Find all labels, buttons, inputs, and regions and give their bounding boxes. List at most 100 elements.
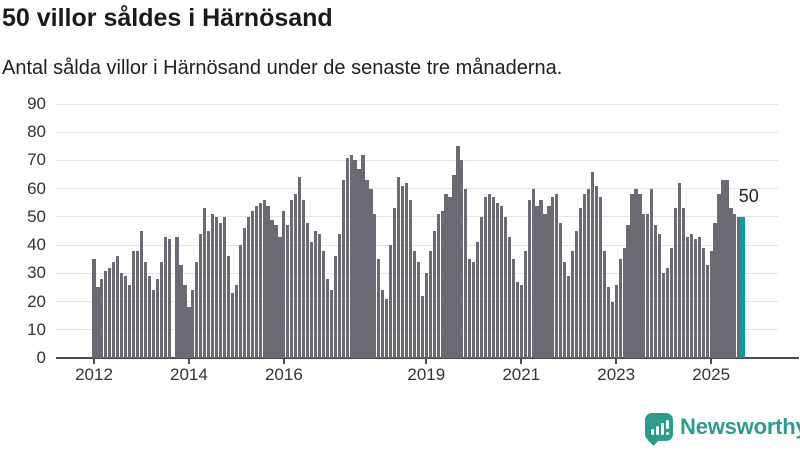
bar [499,205,504,358]
bar [218,222,223,358]
bar [298,177,302,358]
bar [393,208,397,358]
bar [658,233,662,358]
bar [563,262,567,358]
bar [606,287,610,358]
bar [187,307,191,358]
bar [646,214,650,358]
bar [614,284,618,358]
bar [527,199,531,358]
bar [729,208,733,358]
bar [333,256,337,358]
bar [361,154,365,358]
bar [673,208,678,358]
bar [92,259,96,358]
bar [404,183,409,358]
bar [357,168,361,358]
bar [650,188,654,358]
bar [306,222,310,358]
y-axis-tick-label: 90 [27,94,46,114]
bar [211,214,215,358]
bar [567,276,571,358]
x-axis-tick-mark [710,359,713,364]
bar [258,202,262,358]
bar [622,247,626,358]
bar [128,284,132,358]
bar [226,256,231,358]
bar [491,197,496,358]
bar [444,194,448,358]
bar [610,301,614,358]
bar [452,174,456,358]
bar [345,157,349,358]
bar [634,188,638,358]
y-axis-tick-label: 80 [27,122,46,142]
gridline [56,244,778,246]
newsworthy-logo: Newsworthy [645,411,800,446]
bar [725,180,729,358]
y-axis-tick-label: 50 [27,206,46,226]
bar [543,214,547,358]
bar [507,236,511,358]
bar [116,256,120,358]
bar [669,247,674,358]
x-axis-tick-label: 2016 [264,365,303,384]
bar [626,225,630,358]
bar [349,154,353,358]
bar [697,236,701,358]
y-axis-tick-label: 10 [27,319,46,339]
bar [179,264,183,358]
bar [373,214,377,358]
bar [488,194,492,358]
bar [515,281,519,358]
bar [96,287,100,358]
bar [282,211,286,358]
gridline [56,159,778,161]
bar [329,290,333,358]
x-axis-tick-mark [425,359,428,364]
bar [353,160,357,358]
bar [440,211,444,358]
bar [416,262,420,358]
newsworthy-bubble-chart-icon [645,413,673,446]
bar [654,225,658,358]
x-axis-tick-label: 2012 [75,365,113,384]
bar [717,194,721,358]
bar [290,199,294,358]
bar [389,245,393,358]
bar [321,250,326,358]
bar [147,276,151,358]
bar [420,295,424,358]
bar [539,199,543,358]
bar [511,259,515,358]
bar [709,250,713,358]
bar [460,160,464,358]
bar [693,239,697,358]
bar [341,180,345,358]
bar [262,199,266,358]
x-axis-tick-mark [93,359,95,364]
bar-chart: 0 10 20 30 40 50 60 70 80 90 2012 2014 2016 2019 2021 2… [27,94,799,384]
bar [302,199,306,358]
bar [151,290,155,358]
bar [456,146,460,358]
bar [551,197,555,358]
bar [681,208,686,358]
bar [495,202,500,358]
bar [503,216,507,358]
bar [547,205,551,358]
bar [238,245,242,358]
bar [381,290,385,358]
gridline [56,216,778,218]
x-axis-tick-label: 2014 [170,365,208,384]
bar [100,278,104,358]
bar [377,259,381,358]
x-axis-tick-label: 2019 [407,365,446,384]
x-axis-tick-label: 2023 [597,365,636,384]
bar [195,262,199,358]
bar [191,290,195,358]
gridline [56,103,778,105]
bar [120,273,124,358]
y-axis-tick-label: 0 [36,348,46,367]
bar [104,270,108,358]
